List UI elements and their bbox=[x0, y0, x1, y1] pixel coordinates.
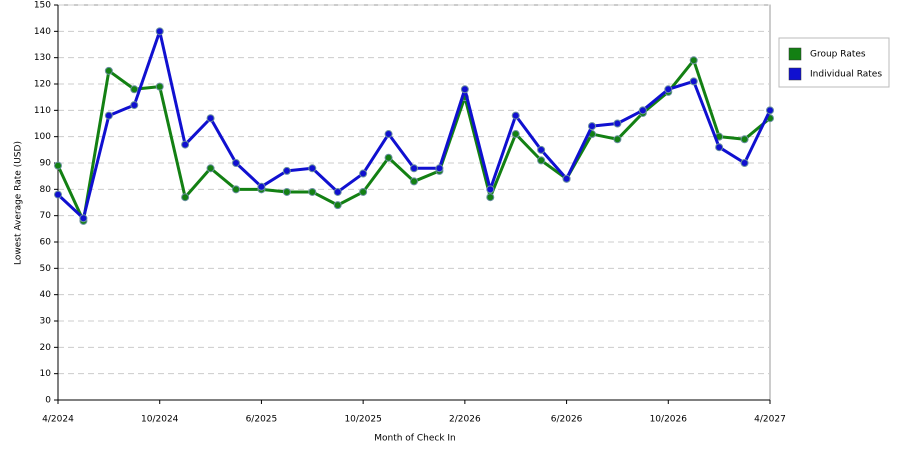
data-point bbox=[181, 193, 190, 202]
y-tick-label: 0 bbox=[45, 396, 51, 406]
y-tick-label: 80 bbox=[40, 185, 52, 195]
y-tick-label: 40 bbox=[40, 290, 52, 300]
data-point bbox=[588, 122, 596, 131]
x-axis-title: Month of Check In bbox=[374, 434, 456, 444]
series-line bbox=[56, 29, 772, 220]
legend-swatch bbox=[788, 47, 802, 61]
x-tick-label: 2/2026 bbox=[449, 415, 481, 425]
data-point bbox=[511, 111, 520, 120]
data-point bbox=[537, 156, 546, 165]
data-point bbox=[333, 187, 342, 196]
legend-label: Group Rates bbox=[810, 50, 866, 60]
x-tick-label: 6/2026 bbox=[551, 415, 583, 425]
y-tick-label: 150 bbox=[34, 1, 51, 11]
x-tick-label: 10/2026 bbox=[650, 415, 688, 425]
data-point bbox=[155, 27, 164, 36]
y-tick-label: 130 bbox=[34, 53, 51, 63]
data-point bbox=[766, 106, 774, 115]
data-point bbox=[435, 164, 444, 173]
data-point bbox=[54, 190, 62, 199]
data-point bbox=[130, 101, 139, 110]
x-tick-label: 10/2024 bbox=[141, 415, 179, 425]
data-point bbox=[384, 153, 393, 162]
data-point bbox=[104, 66, 113, 75]
data-point bbox=[282, 187, 291, 196]
x-tick-label: 6/2025 bbox=[246, 415, 278, 425]
data-point bbox=[54, 161, 62, 170]
data-point bbox=[257, 182, 266, 191]
y-tick-label: 10 bbox=[40, 369, 52, 379]
data-point bbox=[740, 159, 749, 167]
data-point bbox=[206, 164, 215, 173]
data-point bbox=[359, 187, 368, 196]
data-point bbox=[181, 140, 190, 149]
x-tick-label: 4/2027 bbox=[754, 415, 786, 425]
data-point bbox=[613, 119, 622, 128]
data-point bbox=[537, 145, 546, 154]
data-point bbox=[79, 214, 88, 223]
y-tick-label: 100 bbox=[34, 132, 51, 142]
data-point bbox=[460, 85, 469, 94]
y-tick-label: 120 bbox=[34, 80, 51, 90]
data-point bbox=[638, 106, 647, 115]
y-tick-label: 110 bbox=[34, 106, 51, 116]
data-point bbox=[486, 185, 495, 194]
data-point bbox=[562, 174, 571, 183]
data-point bbox=[308, 164, 317, 173]
data-point bbox=[410, 164, 418, 173]
legend-label: Individual Rates bbox=[810, 70, 882, 80]
data-point bbox=[384, 130, 393, 139]
y-tick-label: 60 bbox=[40, 238, 52, 248]
legend-swatch bbox=[788, 67, 802, 81]
data-point bbox=[206, 114, 215, 123]
data-point bbox=[130, 85, 139, 94]
data-point bbox=[511, 130, 520, 139]
y-tick-label: 50 bbox=[40, 264, 52, 274]
y-tick-label: 90 bbox=[40, 159, 52, 169]
data-point bbox=[689, 56, 698, 65]
data-point bbox=[740, 135, 749, 144]
data-point bbox=[715, 143, 724, 152]
data-point bbox=[333, 201, 342, 210]
x-tick-label: 4/2024 bbox=[42, 415, 74, 425]
data-point bbox=[308, 187, 317, 196]
data-point bbox=[359, 169, 368, 178]
y-tick-label: 20 bbox=[40, 343, 52, 353]
data-point bbox=[410, 177, 418, 186]
data-point bbox=[486, 193, 495, 202]
x-tick-label: 10/2025 bbox=[344, 415, 381, 425]
data-point bbox=[613, 135, 622, 144]
data-point bbox=[104, 111, 113, 120]
y-tick-label: 70 bbox=[40, 211, 52, 221]
data-point bbox=[155, 82, 164, 91]
data-point bbox=[282, 166, 291, 175]
y-axis-title: Lowest Average Rate (USD) bbox=[14, 141, 24, 265]
data-point bbox=[689, 77, 698, 86]
data-point bbox=[664, 85, 673, 94]
y-tick-label: 140 bbox=[34, 27, 51, 37]
y-tick-label: 30 bbox=[40, 317, 52, 327]
plot-area bbox=[57, 4, 771, 401]
data-point bbox=[232, 159, 240, 167]
data-point bbox=[232, 185, 240, 194]
